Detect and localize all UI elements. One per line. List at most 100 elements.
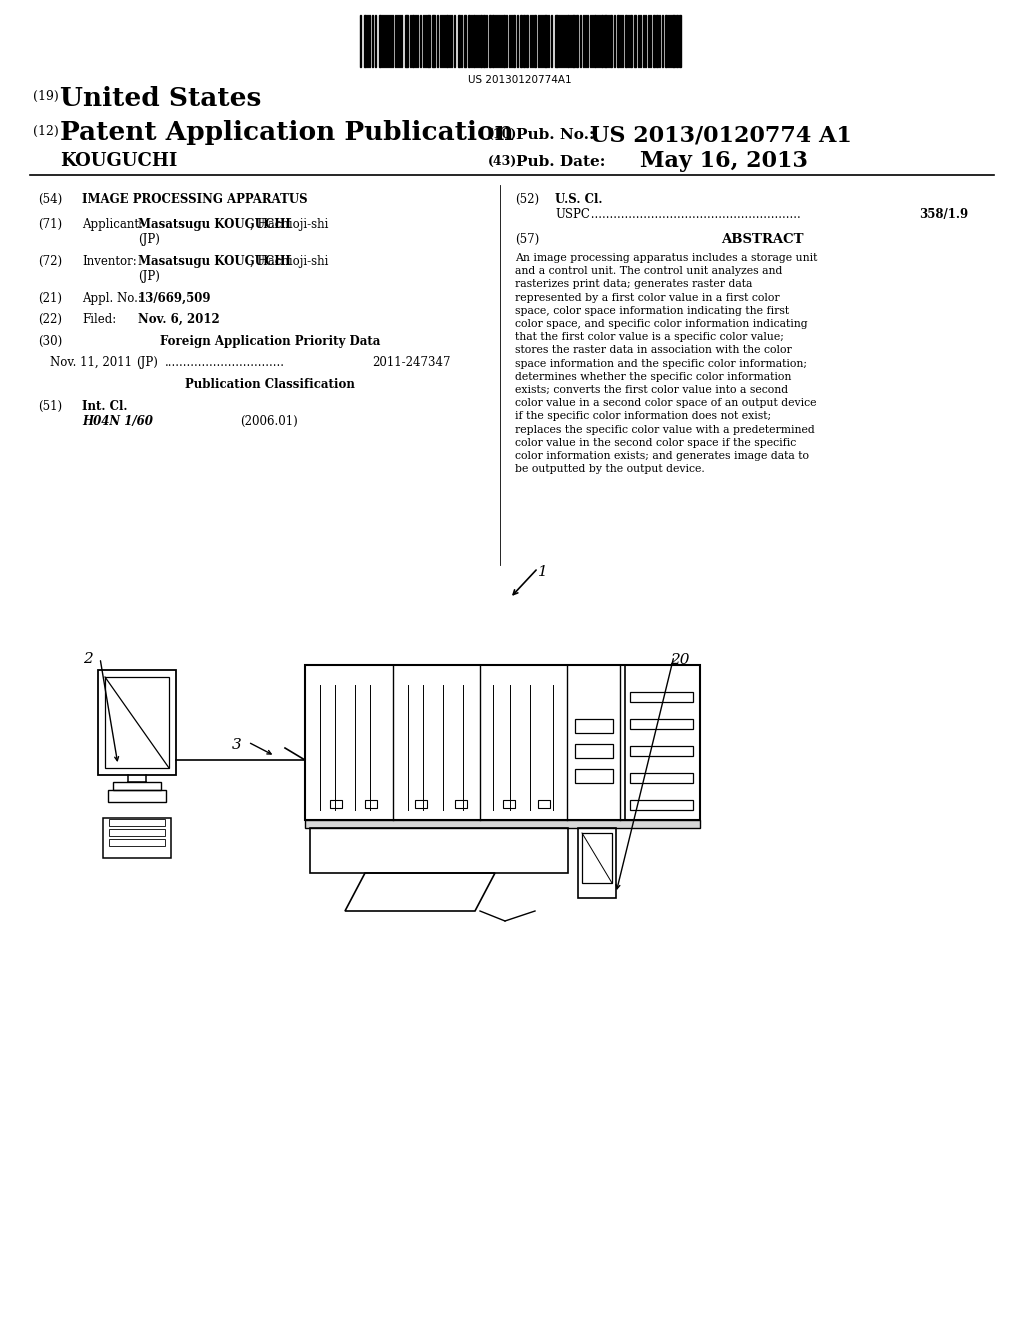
Text: if the specific color information does not exist;: if the specific color information does n… xyxy=(515,412,771,421)
Bar xyxy=(310,828,568,873)
Bar xyxy=(538,800,550,808)
Bar xyxy=(513,15,515,67)
Bar xyxy=(634,15,636,67)
Bar xyxy=(520,15,522,67)
Text: Patent Application Publication: Patent Application Publication xyxy=(60,120,514,145)
Bar xyxy=(679,15,681,67)
Bar xyxy=(555,15,558,67)
Text: color value in a second color space of an output device: color value in a second color space of a… xyxy=(515,399,816,408)
Text: (30): (30) xyxy=(38,335,62,348)
Bar xyxy=(601,15,603,67)
Text: replaces the specific color value with a predetermined: replaces the specific color value with a… xyxy=(515,425,815,434)
Text: H04N 1/60: H04N 1/60 xyxy=(82,414,153,428)
Bar xyxy=(575,744,613,758)
Text: (2006.01): (2006.01) xyxy=(240,414,298,428)
Bar xyxy=(109,829,165,836)
Bar xyxy=(672,15,675,67)
Bar xyxy=(582,833,612,883)
Bar xyxy=(108,789,166,803)
Bar xyxy=(630,15,632,67)
Text: determines whether the specific color information: determines whether the specific color in… xyxy=(515,372,792,381)
Text: Masatsugu KOUGUCHI: Masatsugu KOUGUCHI xyxy=(138,218,291,231)
Bar xyxy=(630,719,693,729)
Bar xyxy=(625,665,700,820)
Text: Int. Cl.: Int. Cl. xyxy=(82,400,128,413)
Text: space, color space information indicating the first: space, color space information indicatin… xyxy=(515,306,790,315)
Text: (10): (10) xyxy=(488,128,517,141)
Bar xyxy=(653,15,655,67)
Bar xyxy=(113,781,161,789)
Text: 20: 20 xyxy=(670,653,689,667)
Text: ................................: ................................ xyxy=(165,356,285,370)
Text: , Hachioji-shi: , Hachioji-shi xyxy=(250,218,329,231)
Text: 358/1.9: 358/1.9 xyxy=(919,209,968,220)
Bar xyxy=(105,677,169,768)
Text: 3: 3 xyxy=(232,738,242,752)
Bar xyxy=(109,840,165,846)
Bar xyxy=(103,818,171,858)
Text: and a control unit. The control unit analyzes and: and a control unit. The control unit ana… xyxy=(515,267,782,276)
Text: (54): (54) xyxy=(38,193,62,206)
Bar xyxy=(534,15,536,67)
Bar xyxy=(604,15,607,67)
Bar xyxy=(109,818,165,826)
Bar xyxy=(503,15,505,67)
Bar xyxy=(305,665,700,820)
Text: May 16, 2013: May 16, 2013 xyxy=(640,150,808,172)
Text: ABSTRACT: ABSTRACT xyxy=(721,234,803,246)
Text: Inventor:: Inventor: xyxy=(82,255,137,268)
Text: , Hachioji-shi: , Hachioji-shi xyxy=(250,255,329,268)
Bar xyxy=(656,15,658,67)
Text: color value in the second color space if the specific: color value in the second color space if… xyxy=(515,438,797,447)
Bar xyxy=(415,800,427,808)
Text: (JP): (JP) xyxy=(138,234,160,246)
Bar xyxy=(480,15,482,67)
Text: (51): (51) xyxy=(38,400,62,413)
Bar xyxy=(610,15,612,67)
Bar xyxy=(492,15,494,67)
Bar xyxy=(446,15,449,67)
Bar xyxy=(578,828,616,898)
Bar xyxy=(412,15,414,67)
Bar xyxy=(468,15,470,67)
Bar xyxy=(567,15,569,67)
Bar xyxy=(305,820,700,828)
Bar xyxy=(98,671,176,775)
Bar xyxy=(630,800,693,810)
Bar xyxy=(630,692,693,702)
Bar xyxy=(489,15,490,67)
Bar xyxy=(379,15,381,67)
Text: (12): (12) xyxy=(33,125,58,139)
Bar xyxy=(594,15,596,67)
Bar xyxy=(458,15,460,67)
Bar xyxy=(572,15,575,67)
Text: (57): (57) xyxy=(515,234,540,246)
Bar xyxy=(503,800,515,808)
Text: U.S. Cl.: U.S. Cl. xyxy=(555,193,602,206)
Text: (72): (72) xyxy=(38,255,62,268)
Text: (21): (21) xyxy=(38,292,62,305)
Bar xyxy=(427,15,430,67)
Bar xyxy=(617,15,618,67)
Text: 13/669,509: 13/669,509 xyxy=(138,292,212,305)
Text: Pub. No.:: Pub. No.: xyxy=(516,128,595,143)
Text: Foreign Application Priority Data: Foreign Application Priority Data xyxy=(160,335,380,348)
Bar xyxy=(473,15,475,67)
Text: KOUGUCHI: KOUGUCHI xyxy=(60,152,177,170)
Text: Applicant:: Applicant: xyxy=(82,218,143,231)
Text: Filed:: Filed: xyxy=(82,313,117,326)
Text: (22): (22) xyxy=(38,313,62,326)
Text: space information and the specific color information;: space information and the specific color… xyxy=(515,359,807,368)
Bar xyxy=(544,15,547,67)
Text: 2: 2 xyxy=(83,652,93,667)
Text: US 2013/0120774 A1: US 2013/0120774 A1 xyxy=(590,124,852,147)
Text: United States: United States xyxy=(60,86,261,111)
Bar xyxy=(665,15,667,67)
Text: (71): (71) xyxy=(38,218,62,231)
Text: represented by a first color value in a first color: represented by a first color value in a … xyxy=(515,293,779,302)
Text: color information exists; and generates image data to: color information exists; and generates … xyxy=(515,451,809,461)
Bar xyxy=(575,770,613,783)
Text: Nov. 6, 2012: Nov. 6, 2012 xyxy=(138,313,220,326)
Text: rasterizes print data; generates raster data: rasterizes print data; generates raster … xyxy=(515,280,753,289)
Text: Appl. No.:: Appl. No.: xyxy=(82,292,142,305)
